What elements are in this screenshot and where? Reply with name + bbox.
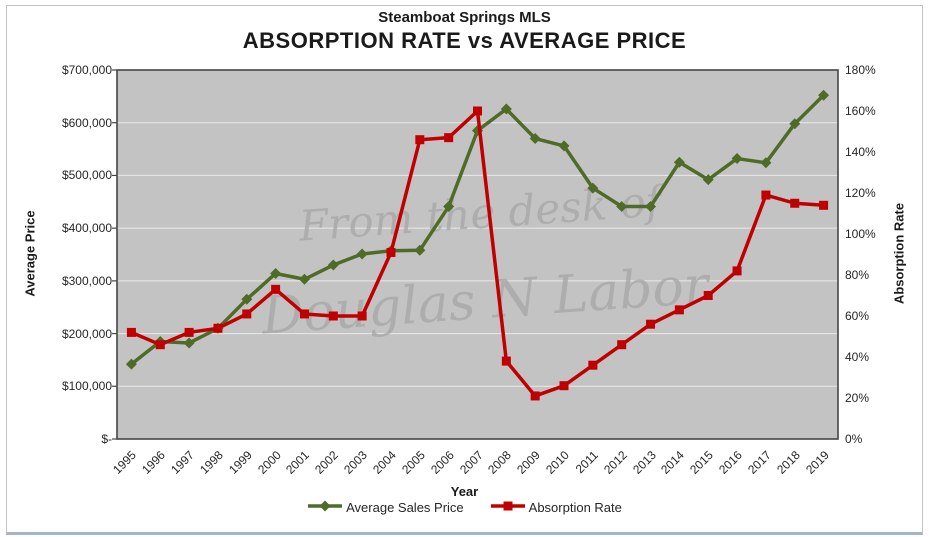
data-point-diamond <box>587 182 599 194</box>
legend-label: Absorption Rate <box>528 500 622 515</box>
right-tick-label: 20% <box>845 391 870 405</box>
right-tick-label: 60% <box>845 309 870 323</box>
data-point-square <box>213 323 223 333</box>
left-tick-label: $300,000 <box>61 273 112 288</box>
left-tick-label: $700,000 <box>61 63 112 77</box>
data-point-diamond <box>241 293 253 305</box>
left-axis-ticks: $700,000 $600,000 $500,000 $400,000 $300,000… <box>20 0 112 537</box>
right-tick-label: 120% <box>845 186 876 200</box>
data-point-square <box>357 311 367 321</box>
data-point-square <box>155 340 165 350</box>
data-point-square <box>242 309 252 319</box>
data-point-diamond <box>327 259 339 271</box>
legend-marker-square-icon <box>490 500 526 515</box>
data-point-diamond <box>298 273 310 285</box>
plot-border <box>116 69 839 440</box>
left-tick-label: $100,000 <box>61 379 112 394</box>
x-axis-title: Year <box>450 484 479 499</box>
legend: Average Sales Price Absorption Rate <box>0 500 929 515</box>
legend-label: Average Sales Price <box>346 500 464 515</box>
data-point-diamond <box>673 156 685 168</box>
data-point-square <box>674 305 684 315</box>
right-tick-label: 100% <box>845 227 876 241</box>
data-point-diamond <box>270 267 282 279</box>
data-point-square <box>299 309 309 319</box>
right-tick-label: 160% <box>845 104 876 118</box>
left-tick-label: $200,000 <box>61 326 112 341</box>
left-axis-title: Average Price <box>22 210 38 297</box>
legend-marker-diamond-icon <box>307 500 343 515</box>
data-point-diamond <box>731 153 743 165</box>
data-point-diamond <box>125 358 137 370</box>
data-point-square <box>761 190 771 200</box>
data-point-diamond <box>702 174 714 186</box>
right-axis-title: Absorption Rate <box>891 202 907 305</box>
data-point-diamond <box>356 248 368 260</box>
right-tick-label: 40% <box>845 350 870 364</box>
data-point-diamond <box>558 140 570 152</box>
left-tick-label: $- <box>101 432 112 446</box>
data-point-diamond <box>760 157 772 169</box>
data-point-square <box>184 327 194 337</box>
data-point-diamond <box>789 118 801 130</box>
chart-title: Steamboat Springs MLS <box>378 9 551 26</box>
data-point-square <box>559 381 569 391</box>
data-point-square <box>271 284 281 294</box>
right-tick-label: 140% <box>845 145 876 159</box>
data-point-square <box>819 200 829 210</box>
left-tick-label: $600,000 <box>61 115 112 130</box>
data-point-square <box>386 247 396 257</box>
data-point-diamond <box>500 103 512 115</box>
data-point-diamond <box>443 201 455 213</box>
data-point-square <box>646 319 656 329</box>
right-axis-ticks: 180% 160% 140% 120% 100% 80% 60% 40% 20% 0% <box>845 0 905 537</box>
legend-item-average-sales-price[interactable]: Average Sales Price <box>307 500 464 515</box>
data-point-square <box>588 360 598 370</box>
data-point-square <box>530 391 540 401</box>
data-point-square <box>617 340 627 350</box>
data-point-square <box>501 356 511 366</box>
data-point-square <box>415 135 425 145</box>
chart-subtitle: ABSORPTION RATE vs AVERAGE PRICE <box>242 28 687 53</box>
right-tick-label: 0% <box>845 432 863 446</box>
legend-item-absorption-rate[interactable]: Absorption Rate <box>490 500 622 515</box>
data-point-diamond <box>529 133 541 145</box>
data-point-diamond <box>645 201 657 213</box>
data-point-square <box>328 311 338 321</box>
data-point-diamond <box>414 244 426 256</box>
data-point-square <box>444 133 454 143</box>
data-point-diamond <box>818 89 830 101</box>
data-point-square <box>790 198 800 208</box>
right-tick-label: 80% <box>845 268 870 282</box>
right-tick-label: 180% <box>845 63 876 77</box>
data-point-diamond <box>616 201 628 213</box>
data-point-square <box>473 106 482 116</box>
left-tick-label: $400,000 <box>61 221 112 236</box>
data-point-diamond <box>183 337 195 349</box>
data-point-square <box>703 291 713 300</box>
data-point-square <box>126 327 136 337</box>
data-point-square <box>732 266 742 276</box>
left-tick-label: $500,000 <box>61 168 112 183</box>
